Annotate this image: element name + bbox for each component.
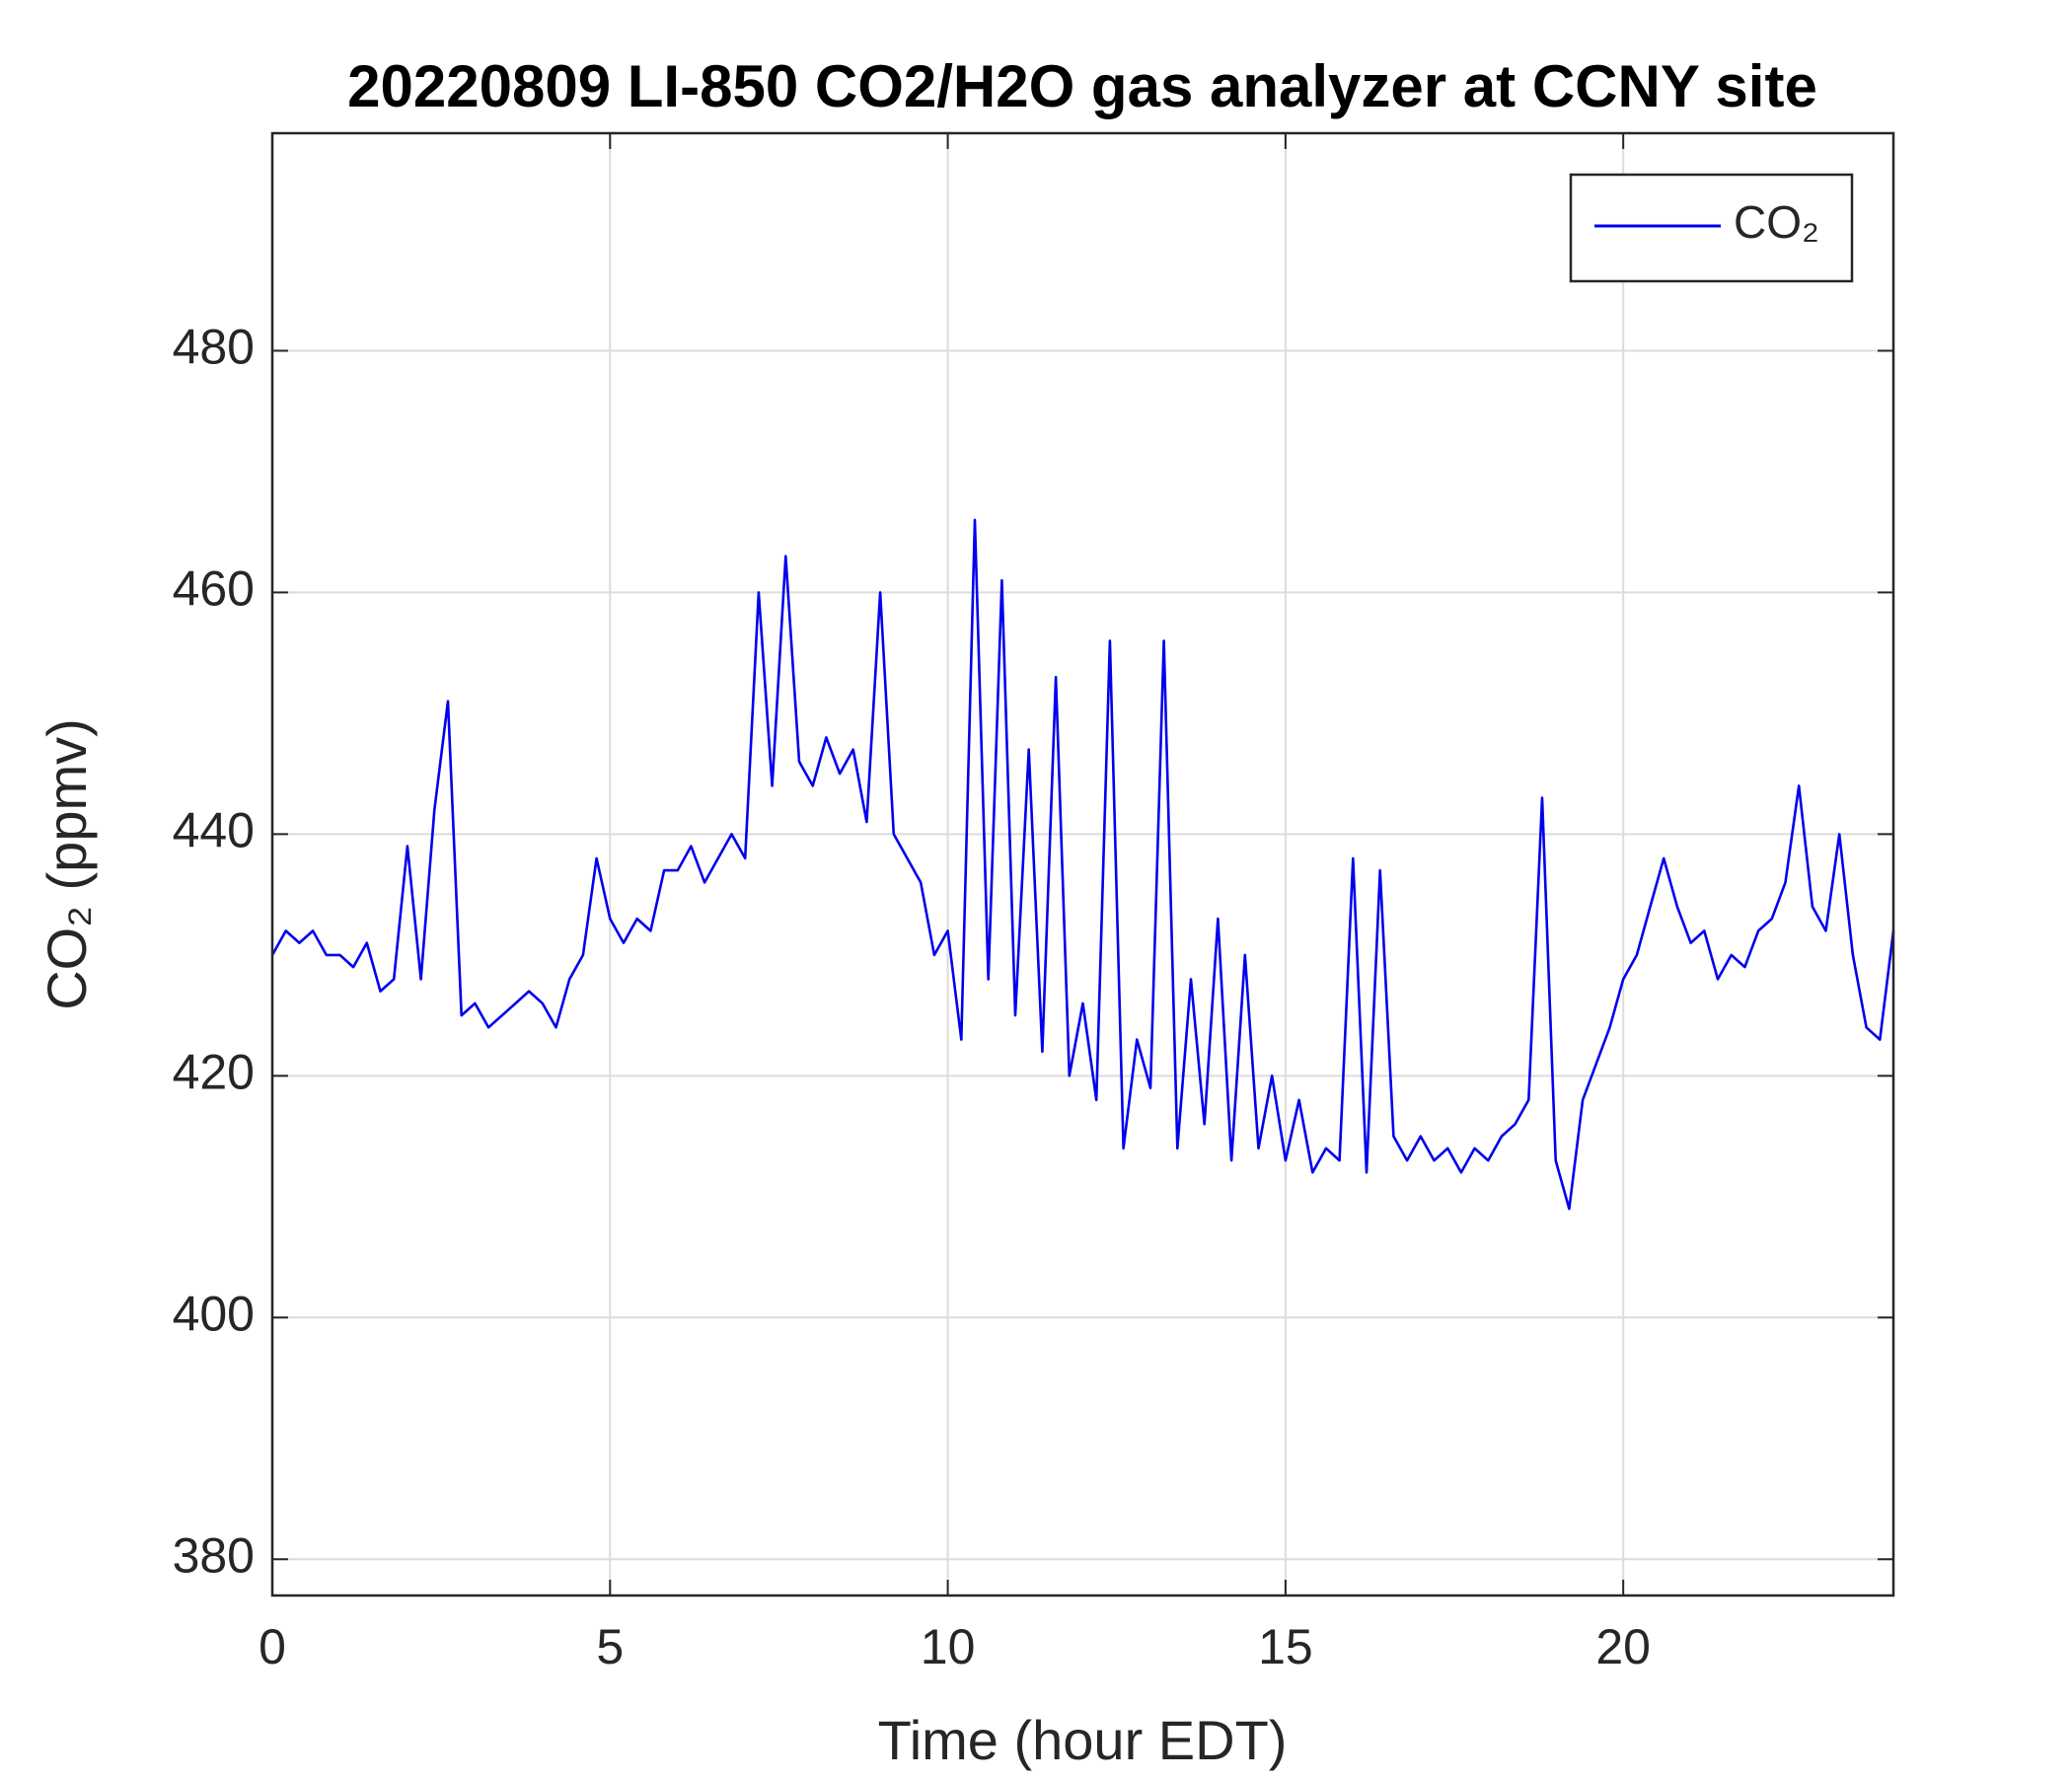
- y-tick-label: 460: [173, 561, 255, 617]
- data-line: [270, 518, 1895, 1211]
- x-tick-label: 15: [1258, 1619, 1313, 1674]
- chart-title: 20220809 LI-850 CO2/H2O gas analyzer at …: [347, 53, 1817, 119]
- x-axis-label: Time (hour EDT): [878, 1709, 1288, 1771]
- y-tick-label: 480: [173, 320, 255, 375]
- x-tick-label: 20: [1595, 1619, 1651, 1674]
- x-tick-label: 5: [596, 1619, 624, 1674]
- y-tick-label: 440: [173, 803, 255, 858]
- x-tick-label: 10: [921, 1619, 976, 1674]
- legend-box: [1569, 173, 1854, 283]
- y-tick-label: 400: [173, 1287, 255, 1342]
- plot-frame: [270, 131, 1895, 1597]
- y-axis-label: CO₂ (ppmv): [36, 718, 98, 1010]
- x-tick-label: 0: [259, 1619, 286, 1674]
- y-tick-label: 380: [173, 1527, 255, 1583]
- y-tick-label: 420: [173, 1045, 255, 1100]
- legend-label: CO₂: [1734, 196, 1819, 248]
